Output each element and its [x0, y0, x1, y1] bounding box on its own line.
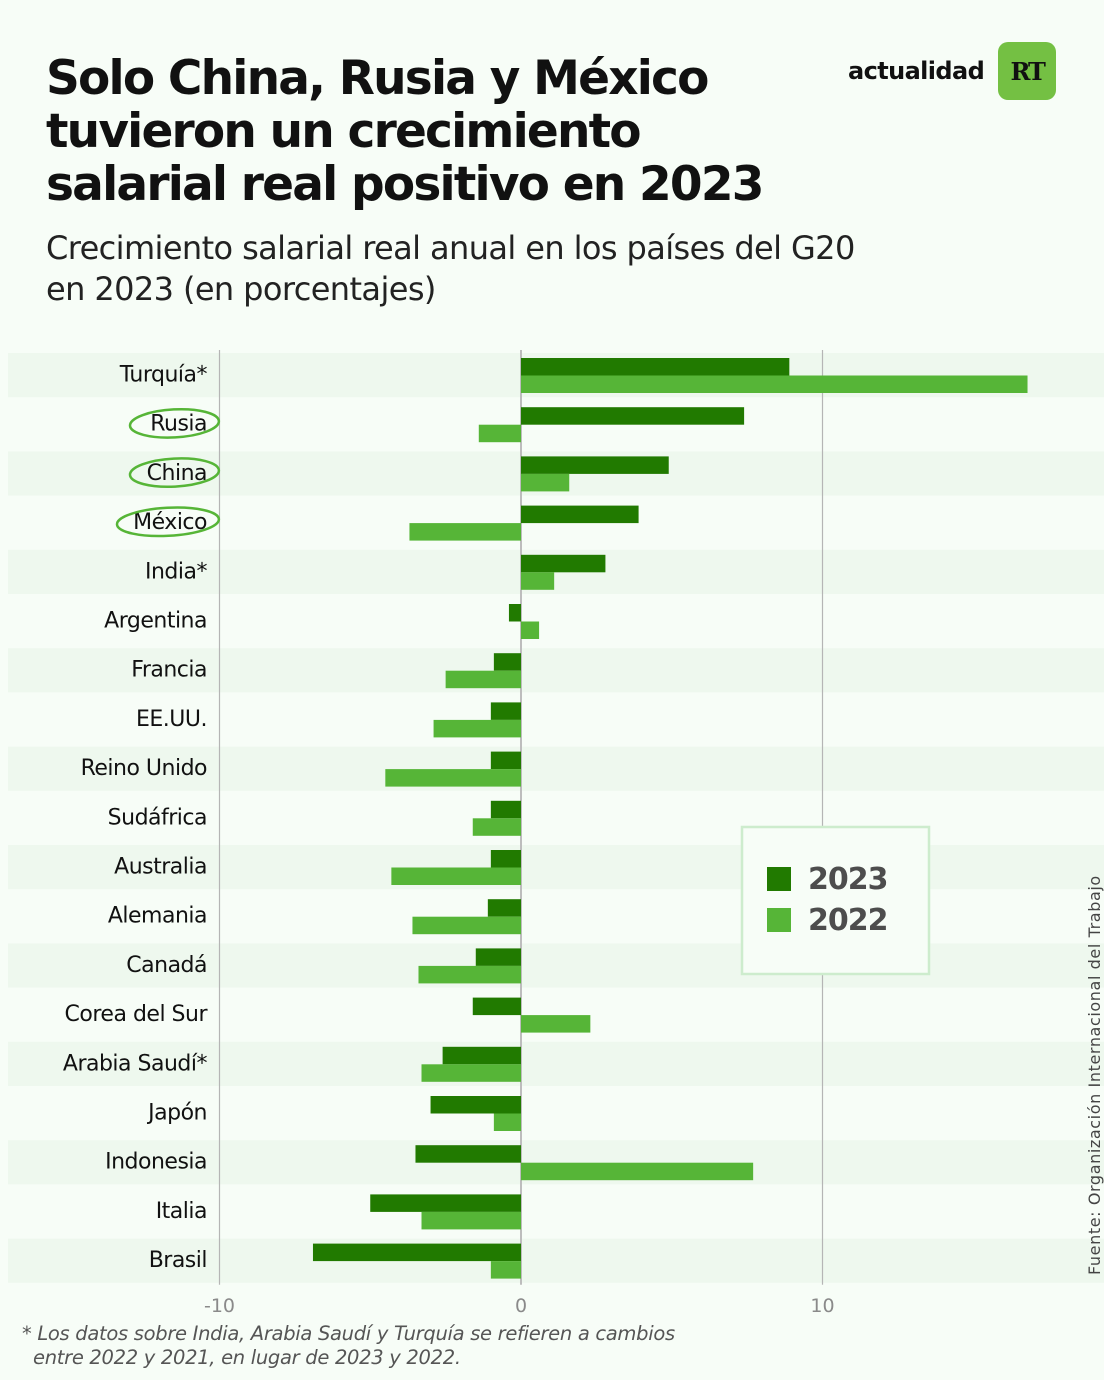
category-label: EE.UU. [136, 707, 207, 732]
category-label: Turquía* [119, 363, 208, 388]
bar-2022 [409, 523, 521, 541]
legend-swatch-2023 [767, 867, 791, 891]
legend-swatch-2022 [767, 908, 791, 932]
legend-box [740, 825, 931, 976]
highlight-circle [128, 457, 221, 489]
brand-wordmark: actualidad [848, 57, 985, 85]
bar-2022 [472, 818, 521, 836]
bar-2023 [312, 1243, 521, 1262]
chart-title: Solo China, Rusia y México tuvieron un c… [46, 51, 764, 212]
legend-label-2023: 2023 [808, 862, 888, 897]
category-label: Japón [146, 1101, 207, 1126]
bar-2023 [490, 800, 521, 819]
highlight-circle [128, 407, 221, 439]
category-label: Italia [156, 1199, 207, 1224]
bar-2022 [521, 473, 570, 492]
bar-2022 [478, 424, 521, 443]
row-stripe [8, 648, 1104, 693]
bar-2023 [521, 505, 639, 524]
bar-2023 [430, 1096, 521, 1114]
bar-chart: Turquía* Rusia China México India* Argentina F… [8, 350, 1104, 1317]
bar-2023 [472, 997, 521, 1016]
bar-2023 [475, 948, 521, 966]
category-label: Reino Unido [81, 756, 207, 781]
bar-2023 [521, 554, 606, 573]
bar-2022 [421, 1211, 521, 1230]
bar-2023 [490, 850, 521, 868]
bar-2023 [490, 751, 521, 770]
bar-2022 [418, 965, 521, 984]
category-label: Rusia [150, 412, 207, 437]
bar-2023 [521, 456, 669, 474]
row-stripe [8, 1238, 1104, 1283]
category-label: India* [145, 559, 207, 584]
bar-2022 [521, 1015, 591, 1033]
row-stripe [8, 1041, 1104, 1086]
footnote-line-2: entre 2022 y 2021, en lugar de 2023 y 20… [33, 1346, 461, 1369]
chart-subtitle: Crecimiento salarial real anual en los p… [46, 229, 855, 308]
bar-2023 [508, 604, 521, 622]
bar-2022 [521, 1162, 754, 1181]
category-label: Argentina [104, 609, 207, 634]
legend-label-2022: 2022 [808, 903, 888, 938]
source-note: Fuente: Organización Internacional del T… [1085, 875, 1104, 1275]
bar-2022 [521, 621, 540, 639]
category-label: México [133, 510, 207, 535]
bar-2022 [433, 719, 521, 738]
category-label: China [147, 461, 207, 486]
category-label: Sudáfrica [108, 805, 207, 830]
bar-2022 [412, 916, 521, 935]
row-stripe [8, 746, 1104, 791]
category-label: Brasil [149, 1248, 207, 1273]
bar-2023 [415, 1145, 521, 1163]
highlight-circle [115, 506, 221, 538]
category-label: Australia [114, 855, 207, 880]
brand-logo: actualidad RT [848, 42, 1057, 100]
bar-2023 [521, 358, 790, 376]
bar-2023 [521, 407, 745, 425]
bar-2022 [521, 572, 555, 590]
category-label: Corea del Sur [65, 1002, 209, 1027]
x-tick-label: 0 [515, 1295, 527, 1317]
bar-2022 [521, 375, 1028, 393]
bar-2022 [493, 1113, 521, 1131]
footnote: * Los datos sobre India, Arabia Saudí y … [22, 1322, 675, 1370]
category-label: Indonesia [105, 1150, 207, 1175]
rt-logo-icon: RT [998, 42, 1057, 100]
category-label: Francia [131, 658, 207, 683]
bar-2022 [490, 1261, 521, 1279]
bar-2023 [490, 702, 521, 720]
bar-2022 [385, 769, 521, 787]
x-tick-label: -10 [204, 1295, 235, 1317]
bar-2023 [487, 899, 521, 917]
category-label: Arabia Saudí* [63, 1051, 208, 1076]
category-label: Alemania [108, 904, 207, 929]
footnote-line-1: * Los datos sobre India, Arabia Saudí y … [22, 1322, 675, 1345]
bar-2023 [493, 653, 521, 671]
bar-2022 [445, 670, 521, 689]
bar-2023 [370, 1194, 521, 1212]
bar-2023 [442, 1046, 521, 1065]
x-tick-label: 10 [810, 1295, 834, 1317]
category-label: Canadá [126, 953, 207, 978]
bar-2022 [391, 867, 521, 885]
bar-2022 [421, 1064, 521, 1082]
